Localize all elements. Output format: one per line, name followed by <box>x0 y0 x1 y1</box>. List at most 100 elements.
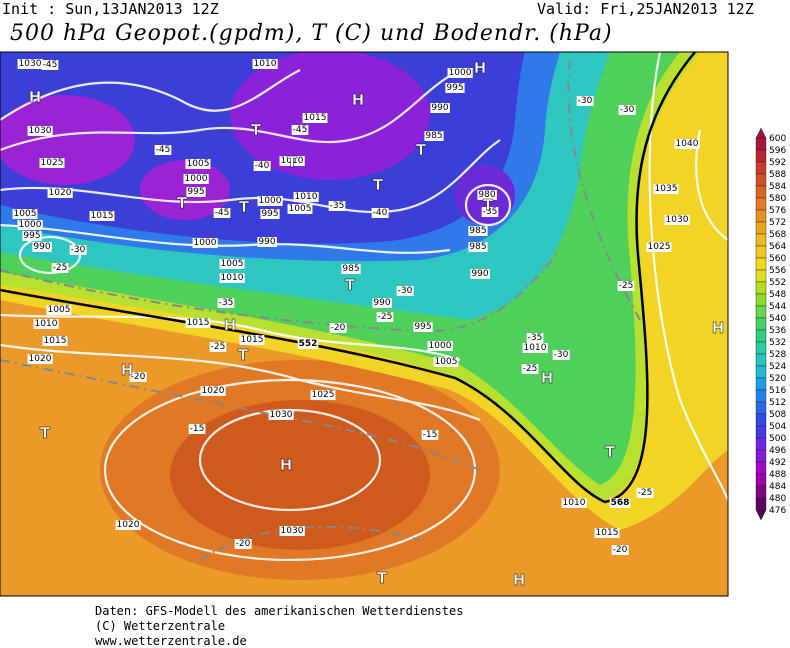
isobar-label: 990 <box>258 237 275 247</box>
temperature-label: -15 <box>190 424 205 434</box>
colorbar-label: 588 <box>769 170 786 180</box>
isobar-label: 1010 <box>221 273 244 283</box>
temperature-label: -35 <box>219 298 234 308</box>
isobar-label: 1010 <box>254 59 277 69</box>
footer-line: www.wetterzentrale.de <box>95 634 247 648</box>
colorbar-label: 528 <box>769 350 786 360</box>
label-box <box>239 335 265 345</box>
label-box <box>69 245 87 255</box>
map-area: 1030 1030 1025 1020 1015 1005 1000 995 990 1010 10… <box>0 52 728 596</box>
isobar-label: 990 <box>33 242 50 252</box>
label-box <box>42 336 68 346</box>
label-box <box>653 184 679 194</box>
temperature-label: -40 <box>255 161 270 171</box>
label-box <box>200 386 226 396</box>
label-box <box>27 354 53 364</box>
isobar-label: 1015 <box>44 336 67 346</box>
temperature-label: -25 <box>378 312 393 322</box>
isobar-label: 1005 <box>14 209 37 219</box>
temperature-label: -30 <box>71 245 86 255</box>
colorbar-segment <box>755 185 767 199</box>
isobar-label: 1030 <box>270 410 293 420</box>
colorbar-segment <box>755 425 767 439</box>
colorbar-segment <box>755 485 767 499</box>
label-box <box>252 59 278 69</box>
label-box <box>41 60 59 70</box>
label-box <box>341 264 361 274</box>
label-box <box>310 390 336 400</box>
label-box <box>636 488 654 498</box>
colorbar-segment <box>755 137 767 151</box>
colorbar-label: 484 <box>769 482 786 492</box>
high-pressure-marker: H <box>474 59 487 77</box>
label-box <box>561 498 587 508</box>
colorbar-segment <box>755 317 767 331</box>
map-title: 500 hPa Geopot.(gpdm), T (C) und Bodendr… <box>10 21 613 46</box>
colorbar-segment <box>755 197 767 211</box>
high-pressure-marker: H <box>352 91 365 109</box>
label-box <box>213 208 231 218</box>
isobar-label: 1020 <box>117 520 140 530</box>
isobar-label: 1030 <box>19 59 42 69</box>
isobar-label: 995 <box>261 209 278 219</box>
label-box <box>293 192 319 202</box>
colorbar-label: 480 <box>769 494 786 504</box>
label-box <box>17 59 43 69</box>
isobar-label: 985 <box>469 242 486 252</box>
label-box <box>468 242 488 252</box>
high-pressure-marker: H <box>29 88 42 106</box>
temperature-label: -45 <box>215 208 230 218</box>
temperature-label: -30 <box>620 105 635 115</box>
label-box <box>427 341 453 351</box>
isobar-label: 1000 <box>259 196 282 206</box>
temperature-label: -30 <box>554 350 569 360</box>
label-box <box>433 357 459 367</box>
label-box <box>257 237 277 247</box>
colorbar-label: 572 <box>769 218 786 228</box>
low-pressure-marker: T <box>40 424 51 442</box>
temperature-label: -25 <box>211 342 226 352</box>
isobar-label: 1015 <box>241 335 264 345</box>
isobar-label: 985 <box>342 264 359 274</box>
isobar-label: 1000 <box>185 174 208 184</box>
isobar-label: 1025 <box>41 158 64 168</box>
high-pressure-marker: H <box>712 319 725 337</box>
high-pressure-marker: H <box>121 361 134 379</box>
high-pressure-marker: H <box>280 456 293 474</box>
colorbar-label: 476 <box>769 506 786 516</box>
isobar-label: 1015 <box>91 211 114 221</box>
isobar-label: 1010 <box>295 192 318 202</box>
temperature-label: -30 <box>398 286 413 296</box>
label-box <box>291 125 309 135</box>
colorbar-label: 512 <box>769 398 786 408</box>
low-pressure-marker: T <box>345 276 356 294</box>
colorbar-label: 516 <box>769 386 786 396</box>
isobar-label: 1005 <box>187 159 210 169</box>
colorbar-label: 576 <box>769 206 786 216</box>
label-box <box>39 158 65 168</box>
isobar-label: 1005 <box>435 357 458 367</box>
colorbar-segment <box>755 221 767 235</box>
isobar-label: 1010 <box>524 343 547 353</box>
colorbar-label: 552 <box>769 278 786 288</box>
colorbar-segment <box>755 365 767 379</box>
colorbar-segment <box>755 269 767 283</box>
isobar-label: 995 <box>414 322 431 332</box>
temperature-label: -15 <box>423 430 438 440</box>
label-box <box>27 126 53 136</box>
isobar-label: 990 <box>471 269 488 279</box>
colorbar-segment <box>755 149 767 163</box>
isobar-label: 1020 <box>29 354 52 364</box>
isobar-label: 990 <box>431 103 448 113</box>
colorbar-segment <box>755 173 767 187</box>
colorbar-segment <box>755 377 767 391</box>
label-box <box>257 196 283 206</box>
isobar-label: 980 <box>478 190 495 200</box>
low-pressure-marker: T <box>177 194 188 212</box>
label-box <box>188 424 206 434</box>
label-box <box>51 263 69 273</box>
colorbar-label: 536 <box>769 326 786 336</box>
colorbar-segment <box>755 449 767 463</box>
footer-line: (C) Wetterzentrale <box>95 619 225 633</box>
